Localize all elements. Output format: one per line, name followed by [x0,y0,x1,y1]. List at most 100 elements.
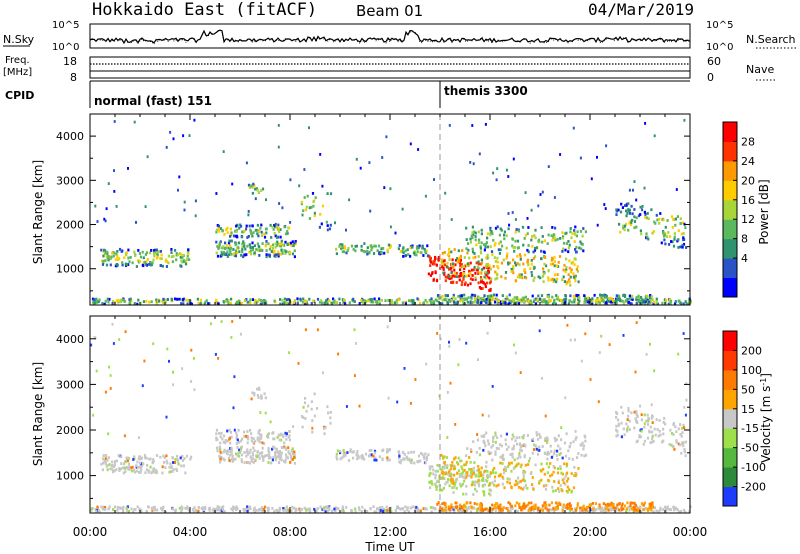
range-cell [622,507,625,511]
range-cell [519,486,523,490]
range-cell [459,294,462,298]
range-cell [231,457,234,461]
range-cell [386,456,389,460]
range-cell [494,300,497,304]
range-cell [220,506,223,510]
range-cell [306,507,309,511]
range-cell [278,510,281,514]
range-cell [386,325,389,329]
range-cell [640,413,643,417]
range-cell [568,488,571,492]
range-cell [155,298,158,302]
range-cell [94,204,97,208]
range-cell [682,236,685,240]
range-cell [221,246,224,250]
range-cell [561,301,564,305]
range-cell [526,503,530,507]
range-cell [109,387,112,390]
range-cell [128,468,131,471]
range-cell [471,231,474,234]
range-cell [534,246,537,250]
range-cell [90,507,94,510]
range-cell [466,300,469,304]
range-cell [148,263,151,266]
range-cell [489,226,492,230]
range-cell [360,248,363,252]
range-cell [501,454,504,458]
range-cell [370,300,373,304]
range-cell [280,458,283,462]
colorbar-tick-label: 50 [741,383,755,396]
range-cell [460,283,463,287]
range-cell [443,273,446,276]
range-cell [643,425,646,429]
range-cell [448,298,451,302]
range-cell [640,232,643,236]
range-cell [135,469,139,473]
range-cell [555,506,558,509]
range-cell [252,508,255,512]
range-cell [173,461,177,464]
range-cell [243,242,246,245]
range-cell [310,206,313,209]
range-cell [562,236,565,240]
range-cell [510,267,513,271]
range-cell [260,230,263,234]
range-cell [406,506,409,510]
range-cell [523,470,527,474]
range-cell [232,506,236,510]
range-cell [407,451,410,455]
range-cell [375,458,378,462]
range-cell [682,232,685,235]
range-cell [507,465,510,468]
range-cell [349,450,352,453]
range-cell [291,505,294,509]
range-cell [465,297,468,301]
range-cell [459,254,462,258]
range-cell [354,249,357,253]
range-cell [477,296,480,300]
range-cell [494,270,497,274]
range-cell [483,470,486,474]
range-cell [453,481,456,485]
range-cell [229,441,232,445]
range-cell [486,295,489,298]
range-cell [482,476,485,480]
range-cell [429,486,432,490]
range-cell [208,508,211,512]
range-cell [107,507,110,511]
range-cell [567,302,570,305]
range-cell [113,469,116,473]
range-cell [609,508,612,512]
range-cell [197,506,200,509]
range-cell [585,299,588,302]
range-cell [526,434,529,437]
range-cell [630,204,633,208]
range-cell [449,464,452,467]
range-cell [184,262,188,266]
range-cell [550,450,553,453]
range-cell [583,294,586,297]
range-cell [292,506,295,510]
range-cell [505,448,509,451]
range-cell [411,245,414,249]
range-cell [384,299,387,303]
range-cell [428,465,431,469]
range-cell [285,250,288,254]
range-cell [429,506,433,509]
range-cell [240,460,243,464]
freq-label-2: [MHz] [3,67,32,78]
range-cell [517,476,520,480]
range-cell [568,259,571,263]
range-cell [190,348,193,352]
range-cell [164,466,167,469]
range-cell [261,506,264,509]
range-cell [261,187,265,191]
range-cell [231,320,234,323]
range-cell [249,428,252,432]
range-cell [281,206,284,210]
range-cell [378,507,381,510]
range-cell [255,248,258,251]
range-cell [436,332,439,335]
range-cell [303,302,307,306]
